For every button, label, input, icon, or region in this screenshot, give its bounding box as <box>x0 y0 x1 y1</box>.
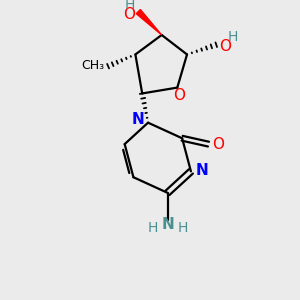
Text: CH₃: CH₃ <box>81 59 104 72</box>
Text: N: N <box>161 218 174 232</box>
Text: O: O <box>123 7 135 22</box>
Text: N: N <box>196 163 208 178</box>
Text: O: O <box>219 39 231 54</box>
Text: H: H <box>147 221 158 235</box>
Polygon shape <box>136 10 162 35</box>
Text: H: H <box>228 30 238 44</box>
Text: O: O <box>212 136 224 152</box>
Text: O: O <box>173 88 185 103</box>
Text: H: H <box>125 0 135 12</box>
Text: N: N <box>131 112 144 127</box>
Text: H: H <box>177 221 188 235</box>
